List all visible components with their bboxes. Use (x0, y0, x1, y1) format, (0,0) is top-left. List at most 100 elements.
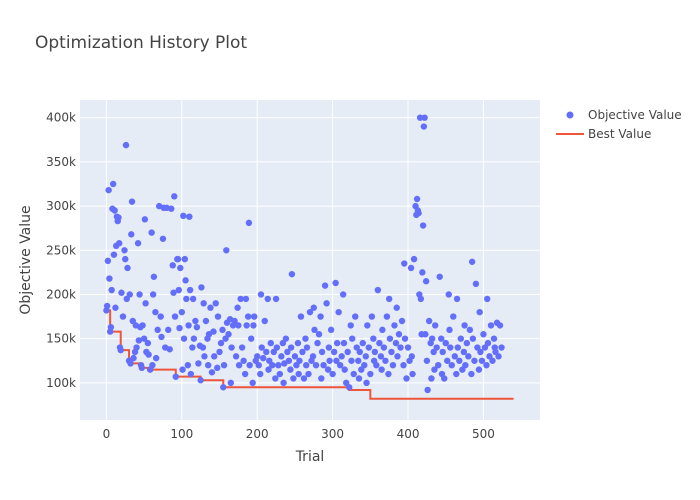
objective-value-point[interactable] (140, 335, 148, 342)
objective-value-point[interactable] (197, 377, 204, 384)
objective-value-point[interactable] (189, 295, 197, 303)
objective-value-point[interactable] (417, 295, 425, 303)
objective-value-point[interactable] (397, 344, 404, 351)
objective-value-point[interactable] (220, 384, 227, 391)
objective-value-point[interactable] (389, 361, 397, 369)
objective-value-point[interactable] (428, 375, 435, 382)
objective-value-point[interactable] (483, 361, 490, 369)
objective-value-point[interactable] (404, 344, 412, 351)
objective-value-point[interactable] (144, 339, 152, 347)
objective-value-point[interactable] (415, 209, 422, 217)
objective-value-point[interactable] (237, 295, 244, 303)
objective-value-point[interactable] (324, 366, 332, 373)
objective-value-point[interactable] (294, 339, 302, 347)
objective-value-point[interactable] (317, 313, 324, 320)
objective-value-point[interactable] (318, 348, 326, 356)
objective-value-point[interactable] (295, 370, 302, 378)
objective-value-point[interactable] (465, 353, 472, 360)
objective-value-point[interactable] (498, 344, 505, 351)
objective-value-point[interactable] (333, 357, 340, 364)
objective-value-point[interactable] (242, 295, 250, 303)
objective-value-point[interactable] (121, 247, 128, 254)
objective-value-point[interactable] (371, 348, 379, 356)
objective-value-point[interactable] (490, 335, 498, 342)
objective-value-point[interactable] (202, 317, 210, 325)
objective-value-point[interactable] (154, 326, 161, 334)
legend-item-best-value[interactable]: Best Value (556, 127, 651, 141)
objective-value-point[interactable] (130, 354, 137, 362)
objective-value-point[interactable] (183, 295, 190, 303)
legend-item-objective-value[interactable]: Objective Value (566, 108, 682, 122)
objective-value-point[interactable] (204, 361, 212, 369)
objective-value-point[interactable] (336, 361, 344, 369)
objective-value-point[interactable] (136, 291, 143, 298)
objective-value-point[interactable] (219, 326, 226, 334)
objective-value-point[interactable] (311, 326, 318, 334)
objective-value-point[interactable] (254, 353, 261, 360)
objective-value-point[interactable] (138, 364, 146, 372)
objective-value-point[interactable] (133, 344, 140, 351)
objective-value-point[interactable] (362, 353, 370, 360)
objective-value-point[interactable] (359, 339, 366, 347)
objective-value-point[interactable] (184, 361, 192, 369)
objective-value-point[interactable] (267, 339, 274, 347)
objective-value-point[interactable] (457, 335, 465, 342)
objective-value-point[interactable] (178, 308, 186, 316)
objective-value-point[interactable] (376, 339, 383, 347)
objective-value-point[interactable] (450, 313, 457, 320)
objective-value-point[interactable] (463, 339, 471, 347)
objective-value-point[interactable] (407, 264, 415, 272)
objective-value-point[interactable] (424, 386, 431, 394)
objective-value-point[interactable] (393, 304, 400, 311)
objective-value-point[interactable] (367, 370, 374, 378)
objective-value-point[interactable] (333, 339, 341, 347)
objective-value-point[interactable] (421, 114, 428, 121)
objective-value-point[interactable] (171, 313, 179, 320)
objective-value-point[interactable] (232, 353, 240, 360)
objective-value-point[interactable] (326, 357, 333, 364)
objective-value-point[interactable] (477, 348, 484, 356)
objective-value-point[interactable] (158, 333, 165, 341)
objective-value-point[interactable] (260, 354, 267, 362)
objective-value-point[interactable] (282, 335, 290, 342)
objective-value-point[interactable] (110, 251, 118, 258)
objective-value-point[interactable] (338, 353, 345, 360)
objective-value-point[interactable] (422, 278, 430, 285)
objective-value-point[interactable] (487, 322, 495, 329)
objective-value-point[interactable] (148, 229, 155, 236)
objective-value-point[interactable] (352, 313, 359, 320)
objective-value-point[interactable] (420, 123, 428, 130)
objective-value-point[interactable] (225, 331, 232, 338)
objective-value-point[interactable] (214, 313, 222, 320)
objective-value-point[interactable] (257, 370, 264, 378)
objective-value-point[interactable] (250, 322, 257, 329)
objective-value-point[interactable] (112, 304, 119, 311)
objective-value-point[interactable] (422, 331, 429, 338)
objective-value-point[interactable] (489, 357, 496, 364)
objective-value-point[interactable] (255, 361, 262, 369)
objective-value-point[interactable] (395, 331, 403, 338)
objective-value-point[interactable] (180, 212, 187, 220)
objective-value-point[interactable] (383, 313, 391, 320)
objective-value-point[interactable] (410, 255, 418, 263)
objective-value-point[interactable] (300, 375, 308, 382)
objective-value-point[interactable] (325, 344, 333, 351)
objective-value-point[interactable] (149, 361, 156, 369)
objective-value-point[interactable] (181, 255, 189, 263)
objective-value-point[interactable] (278, 353, 285, 360)
objective-value-point[interactable] (258, 344, 265, 351)
objective-value-point[interactable] (340, 339, 348, 347)
objective-value-point[interactable] (451, 353, 458, 360)
objective-value-point[interactable] (355, 375, 363, 382)
objective-value-point[interactable] (238, 344, 246, 351)
objective-value-point[interactable] (323, 300, 330, 307)
objective-value-point[interactable] (347, 322, 354, 329)
objective-value-point[interactable] (211, 353, 218, 360)
objective-value-point[interactable] (361, 361, 368, 369)
objective-value-point[interactable] (135, 337, 143, 344)
objective-value-point[interactable] (442, 339, 449, 347)
objective-value-point[interactable] (231, 317, 238, 325)
objective-value-point[interactable] (246, 361, 253, 369)
objective-value-point[interactable] (291, 353, 299, 360)
objective-value-point[interactable] (108, 286, 115, 294)
